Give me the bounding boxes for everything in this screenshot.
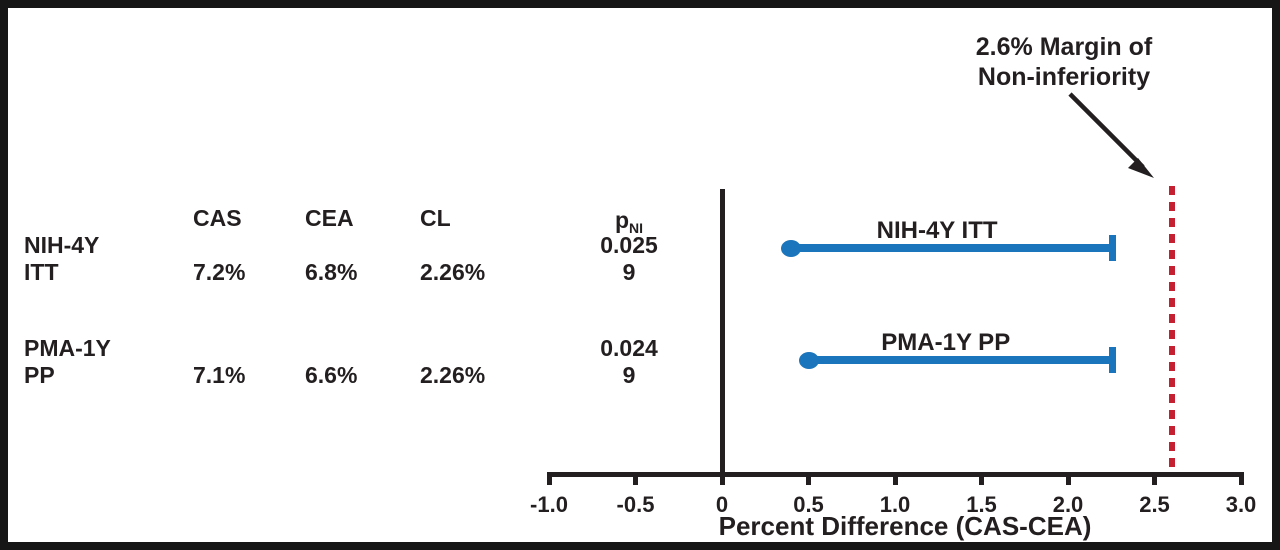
row-label-line1: NIH-4Y (24, 232, 100, 258)
margin-dashed-line (1168, 186, 1175, 472)
arrow-icon (1068, 92, 1154, 178)
row-label-line1: PMA-1Y (24, 335, 111, 361)
axis-tick-label: 2.0 (1052, 492, 1084, 517)
ci-line (791, 244, 1113, 252)
cell-pni-line2: 9 (622, 362, 636, 388)
series-label: NIH-4Y ITT (876, 217, 998, 244)
col-header-cea: CEA (305, 205, 354, 231)
axis-tick-label: 0 (715, 492, 729, 517)
axis-tick-label: 2.5 (1139, 492, 1170, 517)
axis-tick (633, 474, 638, 485)
ci-upper-cap (1109, 235, 1117, 261)
row-label-line2: PP (24, 362, 55, 388)
col-header-cl: CL (420, 205, 451, 231)
cell-cea: 6.6% (305, 362, 358, 388)
axis-tick (806, 474, 811, 485)
axis-tick (979, 474, 984, 485)
ci-point (798, 351, 819, 369)
axis-tick (892, 474, 898, 485)
cell-cl: 2.26% (420, 362, 486, 388)
axis-tick-label: 3.0 (1225, 492, 1257, 517)
margin-annotation: 2.6% Margin of Non-inferiority (904, 32, 1224, 92)
cell-pni-line1: 0.024 (600, 335, 658, 361)
axis-tick-label: 1.5 (966, 492, 997, 517)
axis-tick (1238, 474, 1244, 485)
axis-tick (1065, 474, 1071, 485)
cell-cea: 6.8% (305, 259, 358, 285)
axis-tick-label: -1.0 (530, 492, 568, 517)
axis-tick (1152, 474, 1157, 485)
ci-upper-cap (1109, 347, 1117, 373)
plot-area: -1.0 -0.5 0 0.5 1.0 1.5 2.0 2.5 3.0 NIH-4Y ITT PMA… (8, 8, 1272, 542)
col-header-pni: pNI (614, 207, 644, 237)
margin-annotation-line2: Non-inferiority (977, 63, 1151, 91)
cell-pni-line2: 9 (622, 259, 636, 285)
cell-pni-line1: 0.025 (600, 232, 658, 258)
cell-cl: 2.26% (420, 259, 486, 285)
axis-tick (719, 474, 725, 485)
axis-tick-label: -0.5 (616, 492, 655, 517)
ci-line (808, 356, 1113, 364)
margin-annotation-line1: 2.6% Margin of (975, 33, 1153, 61)
zero-line (719, 189, 725, 477)
row-label-line2: ITT (24, 259, 59, 285)
x-axis-title: Percent Difference (CAS-CEA) (718, 511, 1092, 541)
axis-tick (546, 474, 552, 485)
cell-cas: 7.2% (193, 259, 246, 285)
series-label: PMA-1Y PP (881, 329, 1011, 356)
axis-tick-label: 1.0 (879, 492, 911, 517)
ci-point (781, 239, 802, 257)
axis-tick-label: 0.5 (793, 492, 824, 517)
cell-cas: 7.1% (193, 362, 246, 388)
pni-subscript: NI (629, 220, 644, 236)
col-header-cas: CAS (193, 205, 242, 231)
